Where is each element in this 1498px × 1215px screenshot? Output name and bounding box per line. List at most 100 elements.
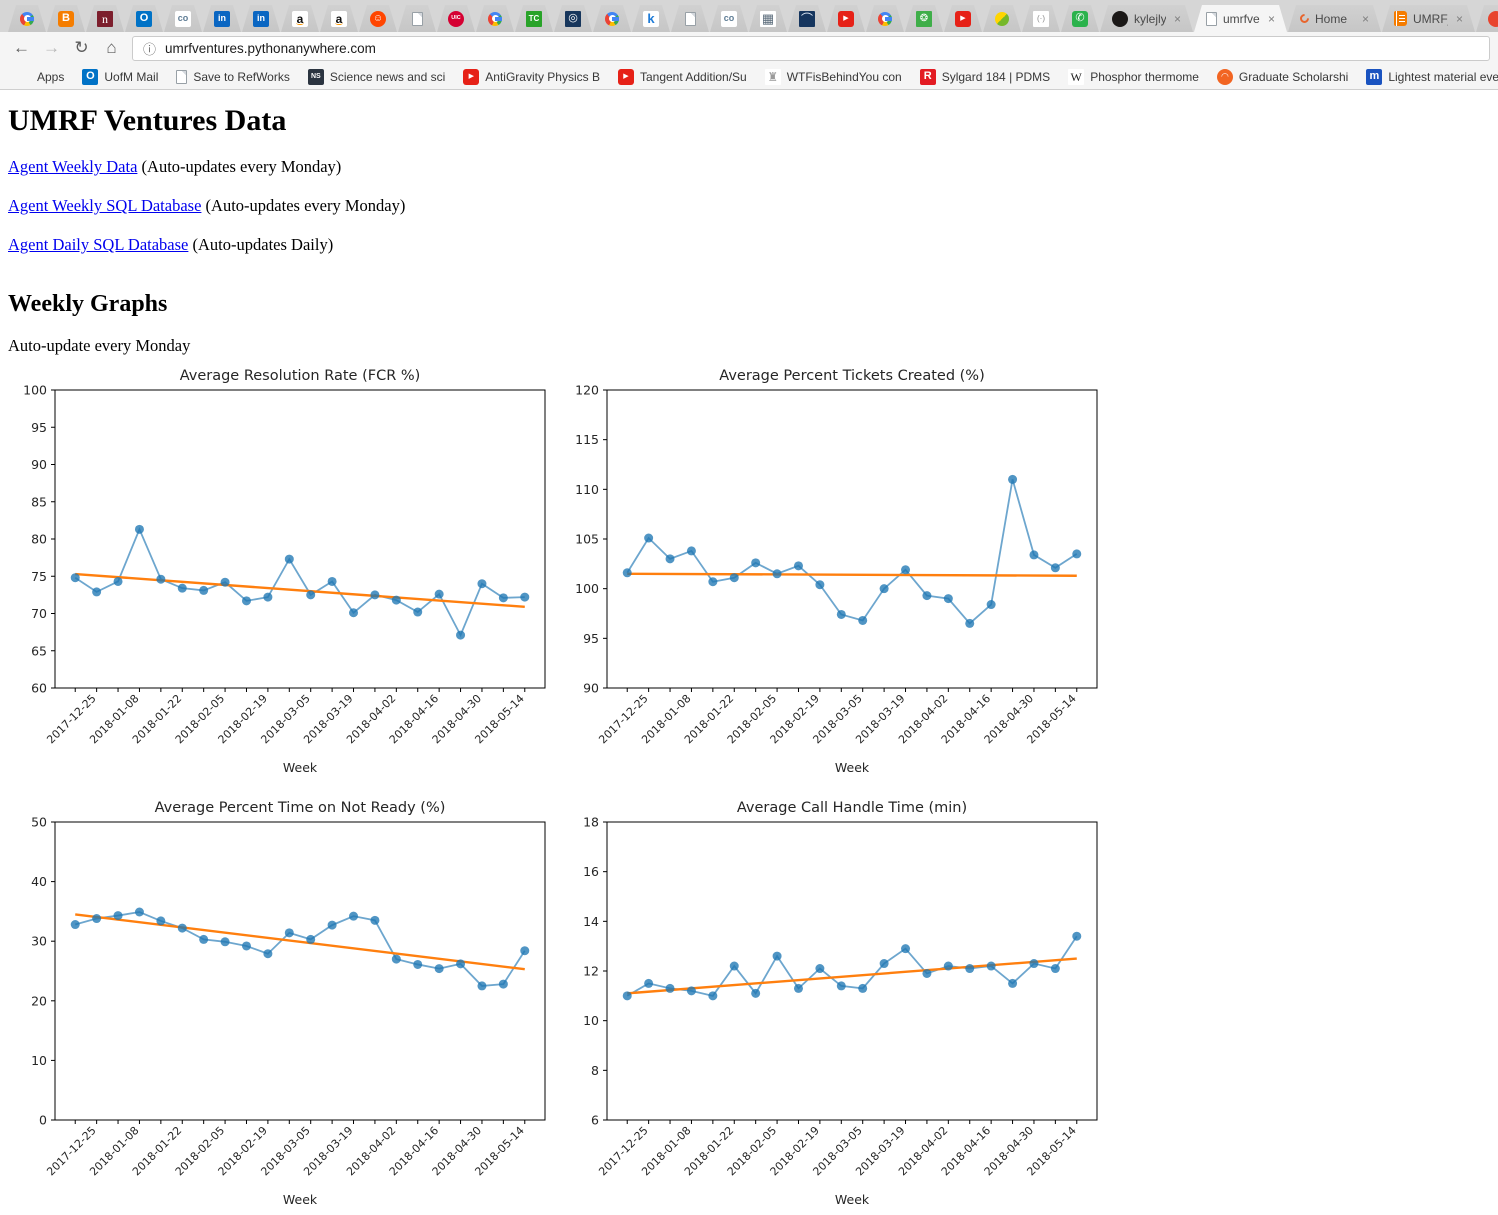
pinned-tab[interactable]: ⌒ [788,5,826,32]
bookmark-phosphor-thermome[interactable]: W Phosphor thermome [1059,68,1208,85]
red-circle-icon [1488,11,1498,27]
data-line [74,911,526,987]
back-button[interactable]: ← [13,38,30,57]
y-tick-label: 70 [31,606,47,621]
tab-close-button[interactable]: × [1361,11,1369,26]
bookmark-apps[interactable]: Apps [8,70,73,84]
pinned-tab[interactable]: ▶ [827,5,865,32]
data-point [456,630,466,640]
overflow-tab[interactable] [1476,5,1498,32]
y-tick-label: 100 [575,581,599,596]
bookmark-science-news-and-sci[interactable]: NS Science news and sci [299,68,454,85]
pinned-tab[interactable] [476,5,514,32]
chart-average-percent-tickets-created: Average Percent Tickets Created (%) 90 95 1… [560,366,1110,778]
pinned-tab[interactable]: ❂ [905,5,943,32]
pinned-tab[interactable]: co [164,5,202,32]
y-tick-label: 10 [583,1013,599,1028]
pinned-tab[interactable]: (·) [1022,5,1060,32]
orange-swirl-icon: ◠ [1216,68,1233,85]
trend-line [75,572,525,608]
tab-close-button[interactable]: × [1455,11,1463,26]
pinned-tab[interactable]: TC [515,5,553,32]
pinned-tab[interactable]: ◎ [554,5,592,32]
pinned-tab[interactable]: B [47,5,85,32]
pinned-tab[interactable] [8,5,46,32]
pinned-tab[interactable]: a [320,5,358,32]
tab-home[interactable]: Home × [1288,5,1381,32]
pinned-tab[interactable]: ▦ [749,5,787,32]
pinned-tab[interactable]: a [281,5,319,32]
pinned-tab[interactable]: k [632,5,670,32]
bookmark-tangent-addition-su[interactable]: ▶ Tangent Addition/Su [609,68,756,85]
plot-border [54,389,546,689]
bookmark-label: Tangent Addition/Su [639,69,747,84]
pinned-tab[interactable]: in [242,5,280,32]
bookmark-uofm-mail[interactable]: O UofM Mail [73,68,167,85]
bookmark-wtfisbehindyou-con[interactable]: ♜ WTFisBehindYou con [756,68,911,85]
data-point [1008,978,1018,988]
y-tick-label: 80 [31,532,47,547]
forward-button[interactable]: → [43,38,60,57]
data-point [708,991,718,1001]
google-icon [20,12,34,26]
data-point [772,951,782,961]
data-point [370,590,380,600]
data-link[interactable]: Agent Weekly SQL Database [8,196,202,215]
bookmark-lightest-material-eve[interactable]: m Lightest material eve [1357,68,1498,85]
data-point [156,574,166,584]
plot-border [606,389,1098,689]
data-point [815,580,825,590]
pinned-tab[interactable]: co [710,5,748,32]
pinned-tab[interactable] [671,5,709,32]
y-tick-label: 105 [575,532,599,547]
materials-icon: m [1366,68,1383,85]
bookmark-antigravity-physics-b[interactable]: ▶ AntiGravity Physics B [454,68,609,85]
pinned-tab[interactable]: O [125,5,163,32]
bookmark-save-to-refworks[interactable]: Save to RefWorks [167,69,298,84]
trend-line [75,913,525,971]
reload-button[interactable]: ↻ [74,38,89,57]
pinned-tab[interactable] [593,5,631,32]
pinned-tab[interactable] [398,5,436,32]
y-tick-label: 120 [575,383,599,398]
pinned-tab[interactable]: ☺ [359,5,397,32]
pinned-tab[interactable] [866,5,904,32]
data-point [434,589,444,599]
techcrunch-icon: TC [526,11,542,27]
pinned-tab[interactable] [983,5,1021,32]
y-tick-label: 20 [31,993,47,1008]
data-point [199,585,209,595]
pinned-tab[interactable]: ▶ [944,5,982,32]
data-point [1050,964,1060,974]
pinned-tab[interactable]: in [203,5,241,32]
pinned-tab[interactable]: n [86,5,124,32]
browser-chrome: BnOcoininaa☺UICTC◎kco▦⌒▶❂▶(·)✆kylejlyn×u… [0,0,1498,90]
address-bar[interactable]: ⓘ umrfventures.pythonanywhere.com [132,35,1490,61]
page-info-icon[interactable]: ⓘ [143,41,157,57]
tab-kylejlyn[interactable]: kylejlyn × [1100,5,1193,32]
github-icon [1112,11,1128,27]
tab-close-button[interactable]: × [1267,11,1275,26]
pinned-tab[interactable]: ✆ [1061,5,1099,32]
google-icon [488,12,502,26]
data-link[interactable]: Agent Weekly Data [8,157,138,176]
bookmark-graduate-scholarshi[interactable]: ◠ Graduate Scholarshi [1208,68,1357,85]
data-point [901,944,911,954]
kayak-k-icon: k [643,11,659,27]
tab-umrf_[interactable]: UMRF_ × [1382,5,1475,32]
youtube-icon: ▶ [463,68,480,85]
data-link-row: Agent Weekly Data (Auto-updates every Mo… [8,157,1498,177]
tab-umrfve[interactable]: umrfve × [1194,5,1287,32]
data-link-row: Agent Daily SQL Database (Auto-updates D… [8,235,1498,255]
pinned-tab[interactable]: UIC [437,5,475,32]
data-point [772,569,782,579]
data-link[interactable]: Agent Daily SQL Database [8,235,189,254]
tab-close-button[interactable]: × [1173,11,1181,26]
y-tick-label: 95 [31,420,47,435]
amazon-icon: a [292,11,308,27]
home-button[interactable]: ⌂ [106,38,117,57]
data-point [751,988,761,998]
green-emblem-icon: ❂ [916,11,932,27]
bookmark-sylgard-184-pdms[interactable]: R Sylgard 184 | PDMS [911,68,1060,85]
y-tick-label: 12 [583,964,599,979]
